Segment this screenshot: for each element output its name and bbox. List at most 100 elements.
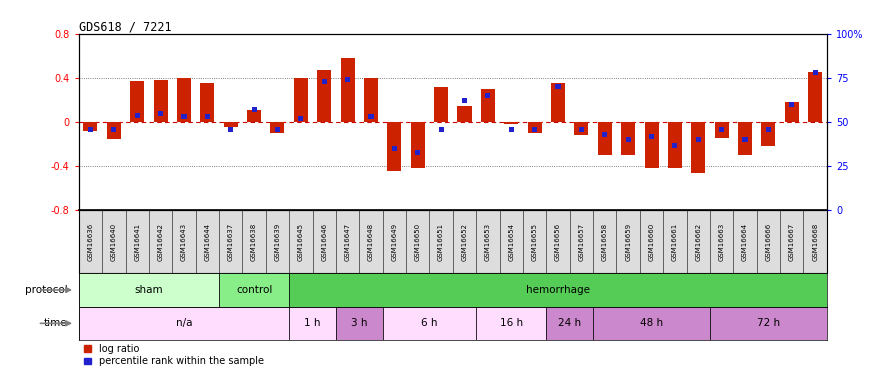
Bar <box>528 122 542 133</box>
Bar <box>388 122 402 171</box>
Bar <box>691 122 705 173</box>
Bar <box>668 122 682 168</box>
Bar <box>645 122 659 168</box>
Text: GSM16647: GSM16647 <box>345 223 351 261</box>
Legend: log ratio, percentile rank within the sample: log ratio, percentile rank within the sa… <box>84 344 264 366</box>
Bar <box>458 105 472 122</box>
Bar <box>158 111 163 116</box>
Text: GSM16667: GSM16667 <box>788 223 794 261</box>
Bar <box>579 127 584 132</box>
Bar <box>438 127 444 132</box>
Bar <box>205 114 210 119</box>
Bar <box>318 70 332 122</box>
Bar <box>382 307 476 340</box>
Bar <box>434 87 448 122</box>
Bar <box>336 307 382 340</box>
Text: GSM16666: GSM16666 <box>766 223 772 261</box>
Text: hemorrhage: hemorrhage <box>526 285 590 295</box>
Text: GSM16655: GSM16655 <box>532 223 537 261</box>
Bar <box>476 307 546 340</box>
Bar <box>593 307 710 340</box>
Bar <box>546 307 593 340</box>
Text: 72 h: 72 h <box>757 318 780 328</box>
Bar <box>368 114 374 119</box>
Text: GSM16639: GSM16639 <box>275 223 281 261</box>
Text: GSM16662: GSM16662 <box>696 223 701 261</box>
Text: GSM16636: GSM16636 <box>88 223 94 261</box>
Bar <box>481 89 495 122</box>
Text: 1 h: 1 h <box>304 318 321 328</box>
Bar <box>79 273 219 307</box>
Bar <box>808 72 822 122</box>
Bar <box>107 122 121 139</box>
Text: GSM16640: GSM16640 <box>111 223 117 261</box>
Bar <box>340 58 354 122</box>
Bar <box>504 122 518 124</box>
Bar <box>556 84 561 89</box>
Text: GSM16668: GSM16668 <box>812 223 818 261</box>
Bar <box>322 79 326 84</box>
Bar <box>649 134 654 139</box>
Bar <box>83 122 97 131</box>
Text: GSM16649: GSM16649 <box>391 223 397 261</box>
Text: GSM16638: GSM16638 <box>251 223 257 261</box>
Text: GSM16646: GSM16646 <box>321 223 327 261</box>
Bar <box>766 127 771 132</box>
Bar <box>715 122 729 138</box>
Text: 24 h: 24 h <box>558 318 581 328</box>
Text: 3 h: 3 h <box>351 318 367 328</box>
Bar <box>135 112 140 117</box>
Bar <box>294 78 308 122</box>
Bar <box>789 102 794 107</box>
Text: time: time <box>44 318 67 328</box>
Bar <box>626 137 631 142</box>
Bar <box>154 80 168 122</box>
Bar <box>298 116 304 121</box>
Text: GSM16659: GSM16659 <box>625 223 631 261</box>
Bar <box>532 127 537 132</box>
Text: GSM16651: GSM16651 <box>438 223 444 261</box>
Bar <box>410 122 424 168</box>
Bar <box>181 114 186 119</box>
Bar <box>270 122 284 133</box>
Text: GSM16661: GSM16661 <box>672 223 678 261</box>
Bar <box>672 142 677 147</box>
Bar <box>602 132 607 137</box>
Text: GSM16650: GSM16650 <box>415 223 421 261</box>
Bar <box>574 122 588 135</box>
Bar <box>88 127 93 132</box>
Text: sham: sham <box>135 285 164 295</box>
Text: GSM16664: GSM16664 <box>742 223 748 261</box>
Text: GSM16642: GSM16642 <box>158 223 164 261</box>
Bar <box>364 78 378 122</box>
Text: GSM16645: GSM16645 <box>298 223 304 261</box>
Text: GSM16663: GSM16663 <box>718 223 724 261</box>
Bar <box>200 84 214 122</box>
Bar <box>275 127 280 132</box>
Bar <box>79 307 289 340</box>
Bar <box>130 81 144 122</box>
Bar <box>345 77 350 82</box>
Bar <box>415 150 420 154</box>
Bar <box>761 122 775 146</box>
Text: 16 h: 16 h <box>500 318 523 328</box>
Text: control: control <box>236 285 272 295</box>
Bar <box>813 70 818 75</box>
Text: GSM16654: GSM16654 <box>508 223 514 261</box>
Text: GSM16641: GSM16641 <box>134 223 140 261</box>
Text: GSM16656: GSM16656 <box>555 223 561 261</box>
Bar <box>743 137 747 142</box>
Bar <box>785 102 799 122</box>
Text: GSM16652: GSM16652 <box>461 223 467 261</box>
Bar <box>621 122 635 155</box>
Text: GSM16660: GSM16660 <box>648 223 654 261</box>
Bar <box>251 107 256 112</box>
Text: protocol: protocol <box>24 285 67 295</box>
Bar <box>719 127 724 132</box>
Bar <box>551 84 565 122</box>
Bar <box>598 122 612 155</box>
Text: GSM16644: GSM16644 <box>205 223 210 261</box>
Text: 6 h: 6 h <box>421 318 438 328</box>
Bar <box>508 127 514 132</box>
Bar <box>219 273 289 307</box>
